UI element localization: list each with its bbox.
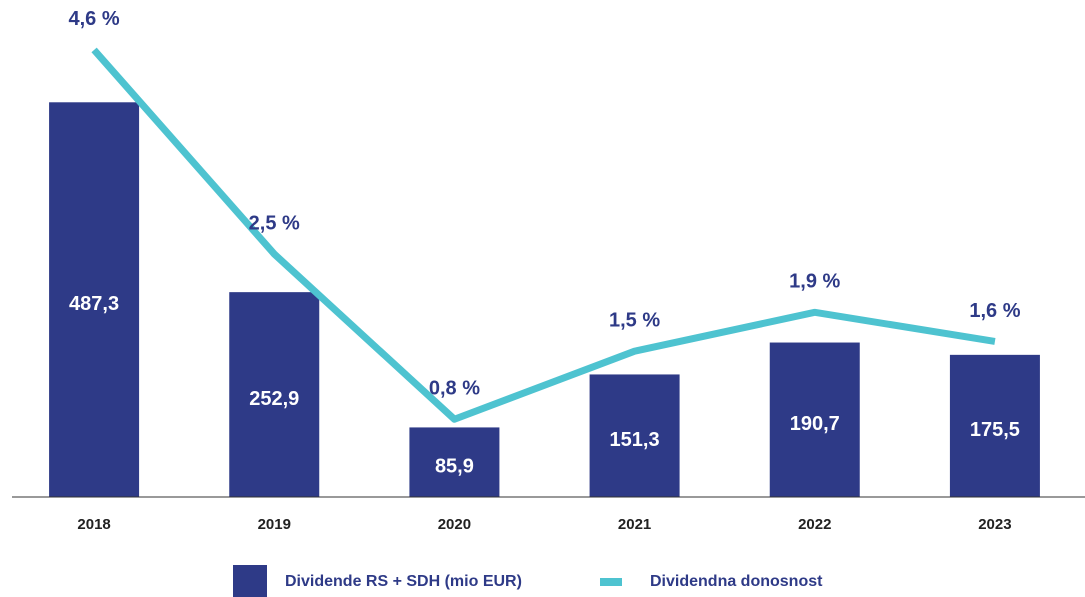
x-tick-label: 2021 (618, 516, 651, 533)
legend-swatch (233, 565, 267, 597)
x-tick-label: 2020 (438, 516, 471, 533)
x-tick-label: 2019 (258, 516, 291, 533)
bar (769, 342, 860, 497)
bar-value-label: 190,7 (790, 413, 840, 435)
x-tick-label: 2018 (77, 516, 110, 533)
x-tick-label: 2022 (798, 516, 831, 533)
legend-swatch (600, 578, 622, 586)
bar-value-label: 487,3 (69, 293, 119, 315)
bar-value-label: 151,3 (610, 429, 660, 451)
line-value-label: 0,8 % (429, 378, 480, 400)
bar-value-label: 175,5 (970, 419, 1020, 441)
bar (949, 354, 1040, 497)
line (91, 47, 996, 423)
legend-label: Dividendna donosnost (650, 573, 823, 590)
bar (49, 102, 140, 498)
x-tick-label: 2023 (978, 516, 1011, 533)
bar-value-label: 252,9 (249, 388, 299, 410)
line-value-label: 1,9 % (789, 271, 840, 293)
line-value-label: 1,6 % (969, 300, 1020, 322)
bar (229, 292, 320, 497)
bar-value-label: 85,9 (435, 455, 474, 477)
bar (589, 374, 680, 497)
line-value-label: 1,5 % (609, 309, 660, 331)
line-value-label: 2,5 % (249, 212, 300, 234)
line-value-label: 4,6 % (69, 8, 120, 30)
bar (409, 427, 500, 497)
legend-label: Dividende RS + SDH (mio EUR) (285, 573, 522, 590)
